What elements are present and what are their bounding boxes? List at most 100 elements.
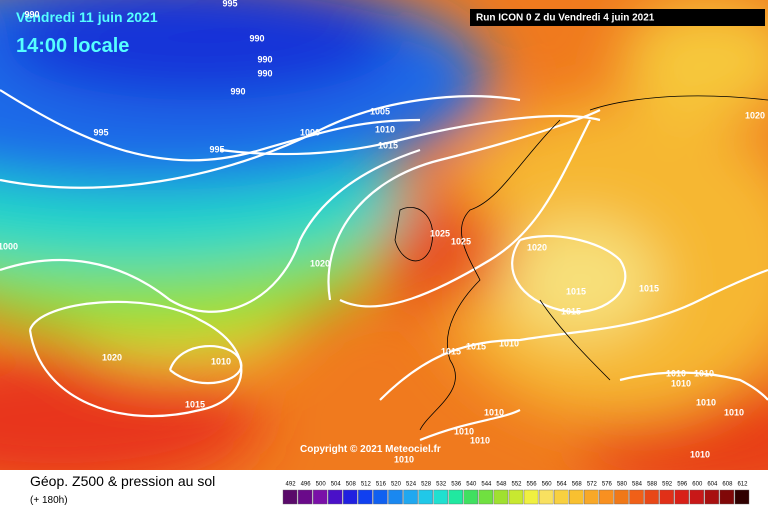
scale-label: 584 xyxy=(632,482,643,488)
isobar-label: 990 xyxy=(24,9,39,19)
scale-label: 548 xyxy=(496,482,507,488)
isobar-label: 1015 xyxy=(185,399,205,409)
scale-swatch xyxy=(538,489,554,505)
scale-swatch xyxy=(614,489,629,505)
isobar-label: 1020 xyxy=(310,258,330,268)
scale-label: 568 xyxy=(572,482,583,488)
isobar-label: 995 xyxy=(209,144,224,154)
isobar-label: 1015 xyxy=(378,140,398,150)
isobar-label: 995 xyxy=(93,127,108,137)
scale-swatch xyxy=(433,489,448,505)
scale-label: 564 xyxy=(557,482,568,488)
isobar-label: 1020 xyxy=(745,110,765,120)
scale-label: 600 xyxy=(692,482,703,488)
scale-label: 612 xyxy=(737,482,748,488)
scale-label: 592 xyxy=(662,482,673,488)
isobar-label: 1010 xyxy=(666,368,686,378)
isobar-label: 1010 xyxy=(484,407,504,417)
scale-swatch xyxy=(659,489,674,505)
scale-swatch xyxy=(373,489,388,505)
isobar-label: 1025 xyxy=(451,236,471,246)
scale-swatch xyxy=(674,489,689,505)
scale-swatch xyxy=(463,489,479,505)
isobar-label: 1010 xyxy=(394,454,414,464)
scale-swatch xyxy=(493,489,509,505)
isobar-label: 1000 xyxy=(0,241,18,251)
scale-label: 504 xyxy=(331,482,342,488)
scale-label: 596 xyxy=(677,482,688,488)
isobar-label: 990 xyxy=(257,54,272,64)
run-box xyxy=(470,9,765,26)
scale-label: 604 xyxy=(707,482,718,488)
scale-label: 512 xyxy=(361,482,372,488)
scale-swatch xyxy=(644,489,659,505)
field xyxy=(0,0,768,500)
isobar-label: 1010 xyxy=(375,124,395,134)
scale-swatch xyxy=(403,489,418,505)
scale-swatch xyxy=(388,489,403,505)
scale-label: 532 xyxy=(436,482,447,488)
scale-swatch xyxy=(418,489,433,505)
scale-label: 516 xyxy=(376,482,387,488)
isobars xyxy=(0,89,768,442)
isobar-label: 990 xyxy=(249,33,264,43)
scale-label: 552 xyxy=(511,482,522,488)
isobar-label: 1010 xyxy=(724,407,744,417)
scale-label: 580 xyxy=(617,482,628,488)
isobar-label: 1010 xyxy=(470,435,490,445)
scale-label: 556 xyxy=(527,482,538,488)
scale-label: 528 xyxy=(421,482,432,488)
isobar-label: 1010 xyxy=(671,378,691,388)
scale-swatch xyxy=(312,489,328,505)
isobar-label: 1025 xyxy=(430,228,450,238)
isobar-label: 1010 xyxy=(454,426,474,436)
scale-swatch xyxy=(448,489,463,505)
scale-label: 492 xyxy=(286,482,297,488)
scale-swatch xyxy=(599,489,614,505)
run-label: Run ICON 0 Z du Vendredi 4 juin 2021 xyxy=(476,13,655,24)
scale-swatch xyxy=(478,489,494,505)
lead-time: (+ 180h) xyxy=(30,495,68,506)
scale-label: 540 xyxy=(466,482,477,488)
isobar-label: 1015 xyxy=(466,341,486,351)
scale-swatch xyxy=(689,489,705,505)
date-label: Vendredi 11 juin 2021 xyxy=(16,9,158,25)
scale-swatch xyxy=(584,489,599,505)
isobar-label: 1000 xyxy=(300,127,320,137)
isobar-label: 990 xyxy=(230,86,245,96)
isobar-label: 990 xyxy=(257,68,272,78)
isobar-label: 1020 xyxy=(527,242,547,252)
coastlines xyxy=(394,95,768,431)
scale-label: 588 xyxy=(647,482,658,488)
scale-label: 576 xyxy=(602,482,613,488)
scale-swatch xyxy=(569,489,584,505)
scale-label: 508 xyxy=(346,482,357,488)
scale-swatch xyxy=(282,489,298,505)
copyright: Copyright © 2021 Meteociel.fr xyxy=(300,444,441,455)
isobar-label: 995 xyxy=(222,0,237,8)
scale-label: 496 xyxy=(301,482,312,488)
scale-swatch xyxy=(553,489,569,505)
scale-swatch xyxy=(719,489,735,505)
scale-swatch xyxy=(297,489,313,505)
legend-title: Géop. Z500 & pression au sol xyxy=(30,473,215,489)
scale-label: 500 xyxy=(316,482,327,488)
time-label: 14:00 locale xyxy=(16,35,129,57)
scale-label: 560 xyxy=(542,482,553,488)
scale-swatch xyxy=(358,489,373,505)
scale-swatch xyxy=(523,489,539,505)
isobar-label: 1010 xyxy=(211,356,231,366)
isobar-label: 1020 xyxy=(102,352,122,362)
isobar-label: 1015 xyxy=(639,283,659,293)
isobar-label: 1015 xyxy=(566,286,586,296)
scale-swatch xyxy=(327,489,343,505)
scale-label: 536 xyxy=(451,482,462,488)
scale-label: 520 xyxy=(391,482,402,488)
scale-swatch xyxy=(508,489,524,505)
scale-swatch xyxy=(704,489,720,505)
isobar-label: 1015 xyxy=(441,346,461,356)
isobar-label: 1005 xyxy=(370,106,390,116)
scale-swatch xyxy=(734,489,750,505)
scale-label: 608 xyxy=(722,482,733,488)
